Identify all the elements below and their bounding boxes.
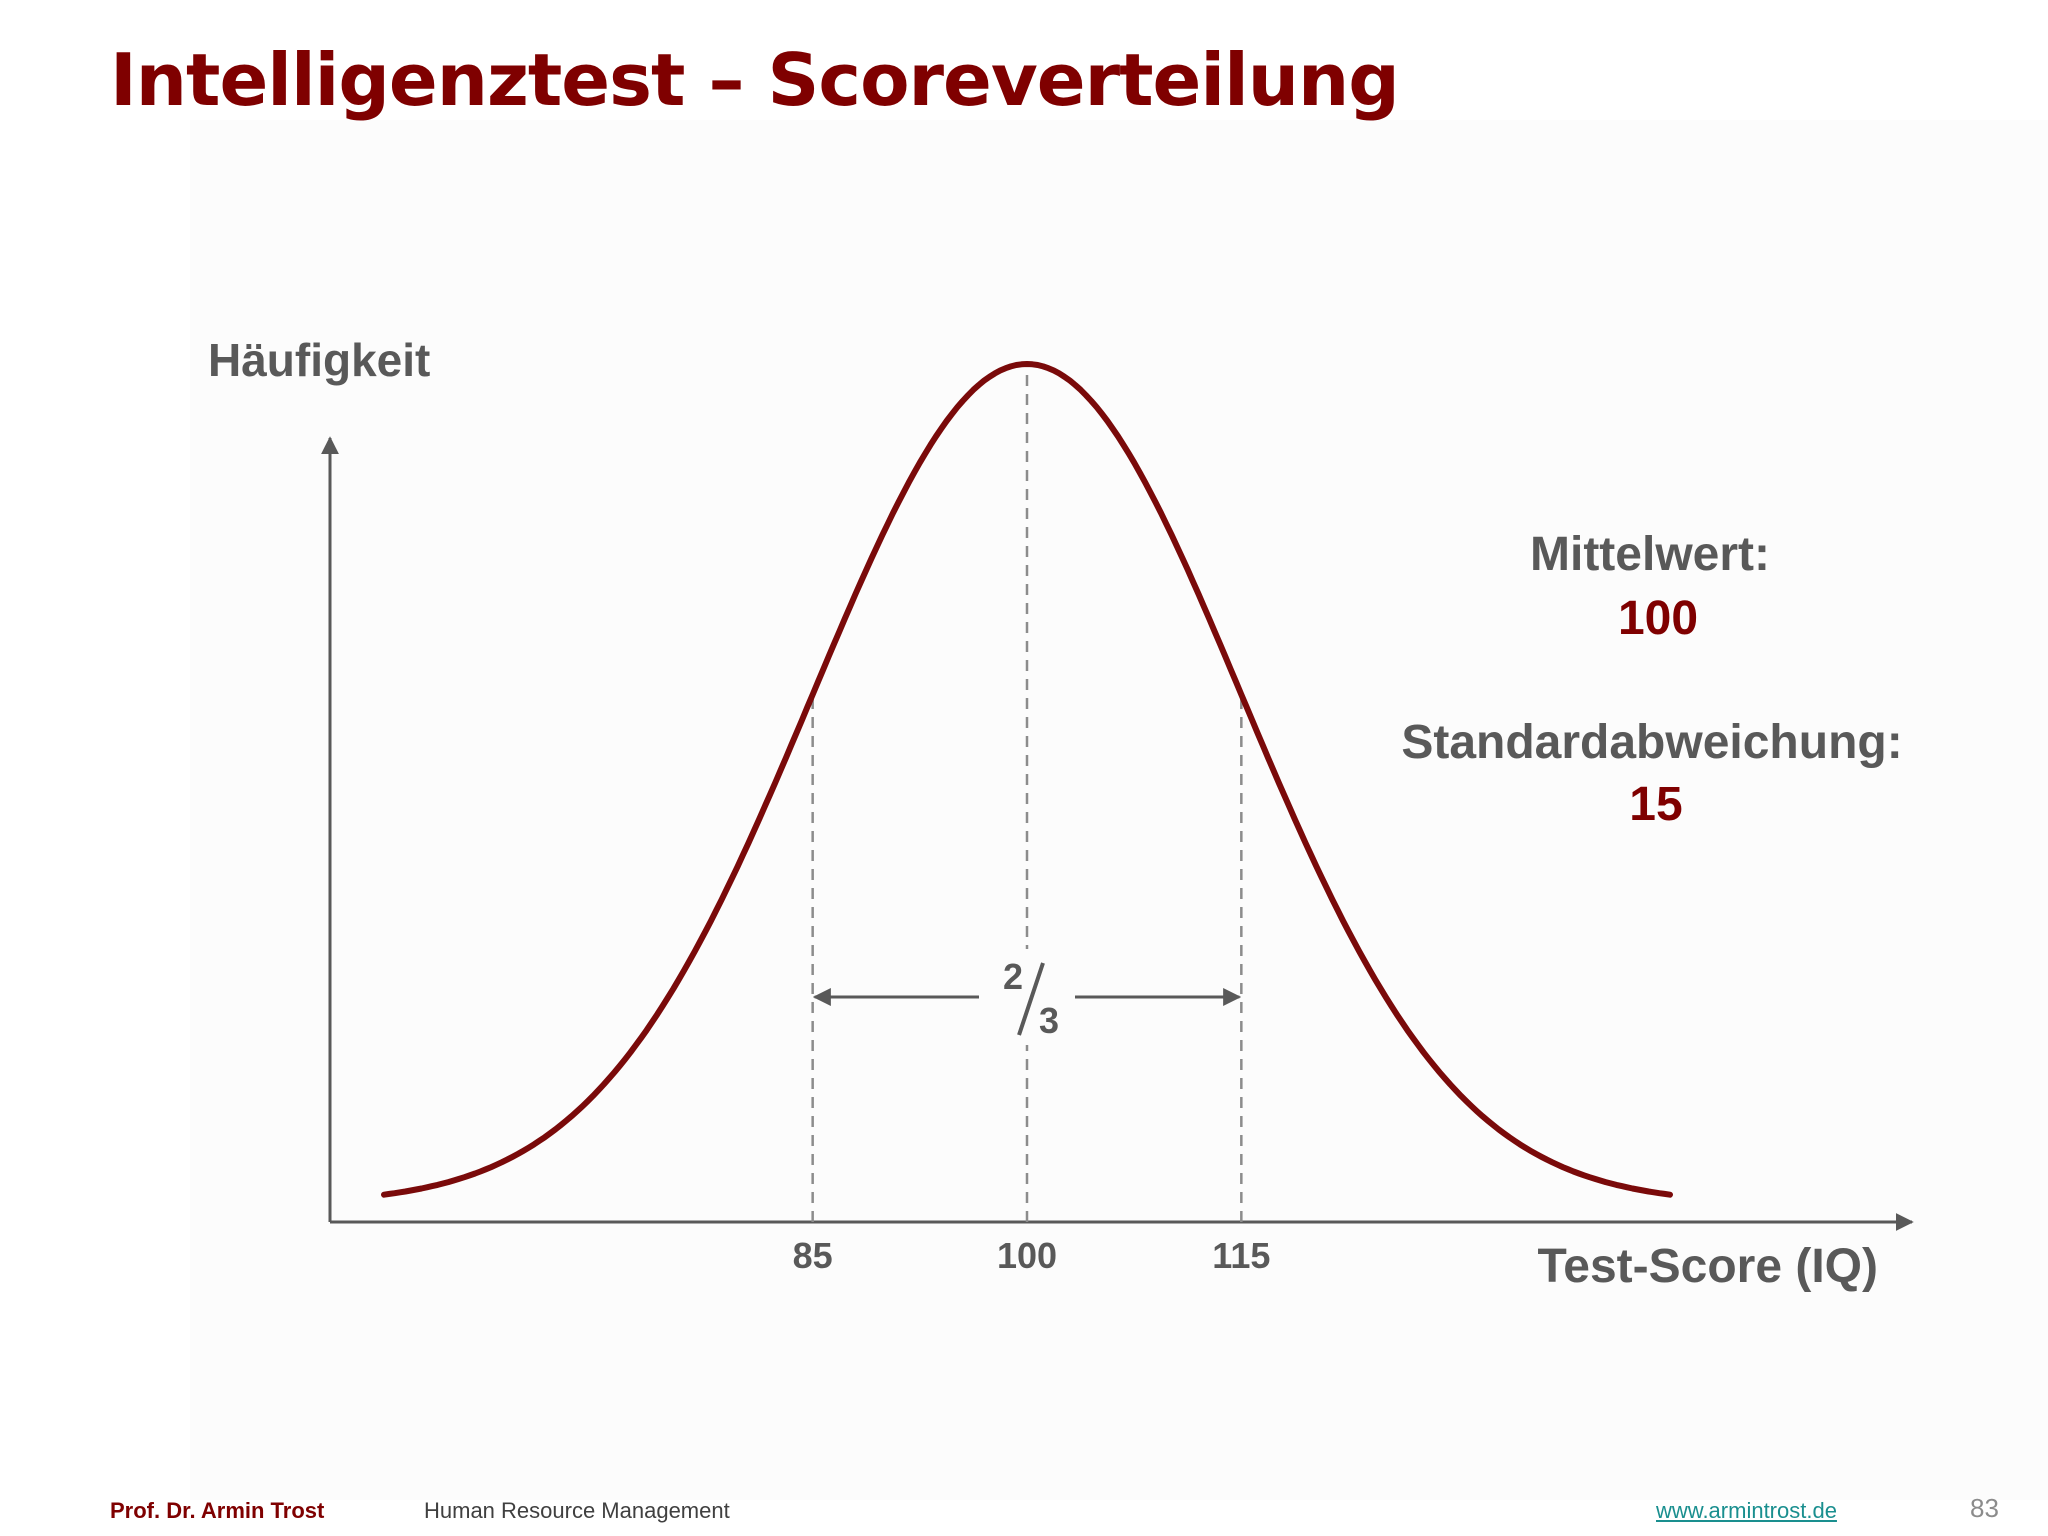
footer-website-link[interactable]: www.armintrost.de (1656, 1498, 1837, 1523)
x-axis-label: Test-Score (IQ) (1538, 1240, 1879, 1293)
y-axis-label: Häufigkeit (208, 334, 430, 386)
sd-value: 15 (1629, 778, 1682, 831)
x-tick-labels: 85 100 115 (793, 1235, 1271, 1276)
fraction-label-background (983, 949, 1093, 1045)
footer-author: Prof. Dr. Armin Trost (110, 1498, 325, 1523)
sd-label: Standardabweichung: (1401, 716, 1902, 769)
fraction-numerator: 2 (1003, 956, 1023, 997)
x-tick-label: 100 (997, 1235, 1057, 1276)
mean-value: 100 (1618, 592, 1698, 645)
density-curve (381, 361, 1673, 1198)
fraction-slash (1017, 962, 1045, 1036)
page-number: 83 (1970, 1493, 1999, 1523)
slide-title: Intelligenztest – Scoreverteilung (110, 38, 1400, 122)
footer-course: Human Resource Management (424, 1498, 730, 1523)
x-tick-label: 85 (793, 1235, 833, 1276)
fraction-denominator: 3 (1039, 1000, 1059, 1041)
mean-label: Mittelwert: (1530, 528, 1770, 581)
x-tick-label: 115 (1212, 1235, 1270, 1276)
slide-background (190, 120, 2048, 1500)
